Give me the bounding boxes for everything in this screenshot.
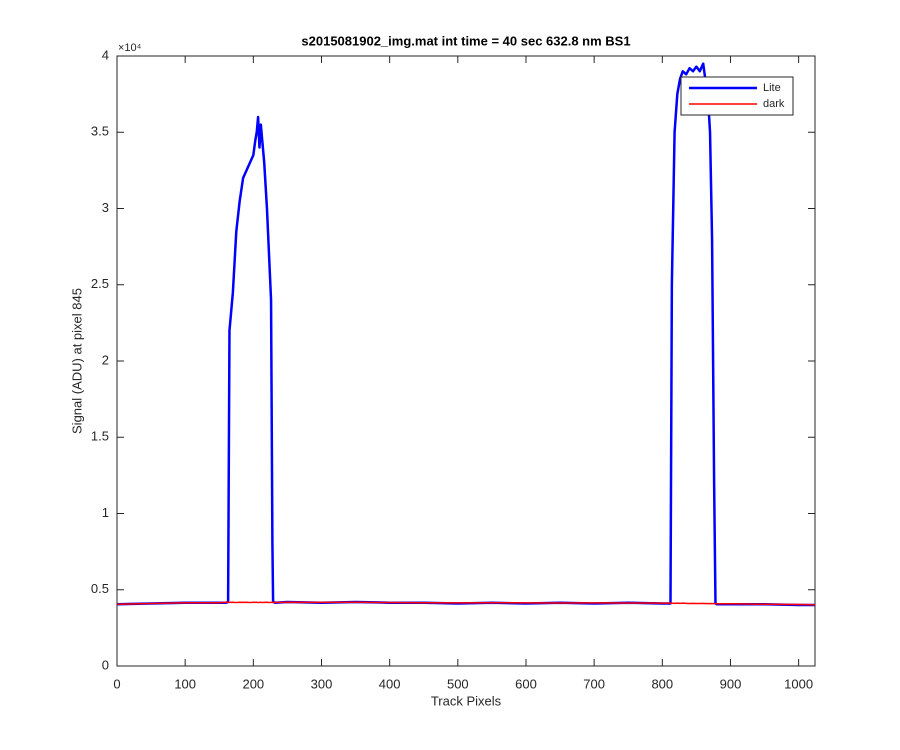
line-series	[116, 601, 816, 606]
y-exponent: ×10⁴	[118, 42, 142, 54]
plot-area	[116, 55, 816, 667]
x-tick-label: 200	[242, 676, 264, 691]
y-tick-label: 2.5	[91, 276, 109, 291]
y-tick-label: 0.5	[91, 581, 109, 596]
x-tick-label: 400	[379, 676, 401, 691]
legend-label: Lite	[763, 82, 781, 94]
y-axis-label: Signal (ADU) at pixel 845	[69, 288, 84, 434]
y-tick-label: 3	[102, 200, 109, 215]
y-tick-label: 2	[102, 352, 109, 367]
x-tick-label: 500	[447, 676, 469, 691]
x-axis-label: Track Pixels	[431, 693, 502, 708]
x-tick-label: 300	[311, 676, 333, 691]
y-tick-label: 3.5	[91, 124, 109, 139]
legend-box	[680, 76, 794, 116]
x-tick-label: 600	[515, 676, 537, 691]
legend: Lite dark	[680, 76, 794, 116]
lines	[116, 62, 816, 607]
x-tick-label: 100	[174, 676, 196, 691]
y-tick-label: 1.5	[91, 429, 109, 444]
chart-title: s2015081902_img.mat int time = 40 sec 63…	[301, 33, 630, 48]
x-tick-label: 1000	[784, 676, 813, 691]
x-tick-label: 900	[720, 676, 742, 691]
x-tick-label: 800	[651, 676, 673, 691]
y-tick-label: 4	[102, 47, 109, 62]
x-tick-label: 0	[113, 676, 120, 691]
legend-label: dark	[763, 98, 785, 110]
y-tick-label: 0	[102, 657, 109, 672]
y-tick-label: 1	[102, 505, 109, 520]
x-tick-label: 700	[583, 676, 605, 691]
